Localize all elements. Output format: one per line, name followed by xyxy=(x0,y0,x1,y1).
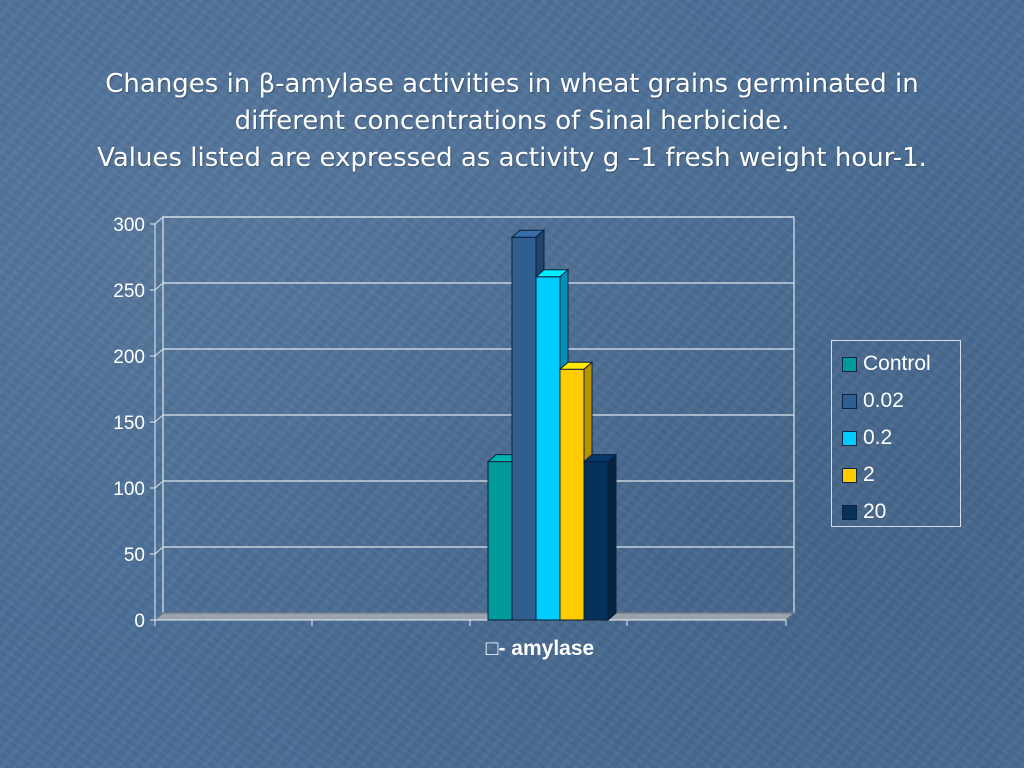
legend-swatch-2 xyxy=(842,467,857,483)
x-axis-label: □- amylase xyxy=(430,637,650,661)
gridline-side xyxy=(154,348,164,357)
title-line-2: different concentrations of Sinal herbic… xyxy=(234,106,790,136)
legend-label-0-02: 0.02 xyxy=(863,389,904,412)
bars xyxy=(486,229,618,622)
legend-item-0-2: 0.2 xyxy=(842,426,893,449)
legend-label-control: Control xyxy=(863,352,931,375)
gridline-side xyxy=(154,414,164,423)
plot-floor xyxy=(153,612,796,621)
legend-label-20: 20 xyxy=(863,500,887,523)
bar-front xyxy=(487,461,513,621)
y-tick-label: 100 xyxy=(113,479,145,500)
title-line-1: Changes in β-amylase activities in wheat… xyxy=(105,69,919,99)
x-axis-glyph: □ xyxy=(485,637,499,660)
axes: 0 50 100 150 200 250 300 xyxy=(113,215,787,632)
legend-item-control: Control xyxy=(842,352,931,375)
bar-front xyxy=(559,368,585,621)
y-tick-label: 200 xyxy=(113,347,145,368)
legend-label-2: 2 xyxy=(863,463,875,486)
bar-front xyxy=(535,276,561,621)
y-tick-label: 150 xyxy=(113,413,145,434)
gridline-side xyxy=(154,282,164,291)
x-axis-text: - amylase xyxy=(498,637,595,660)
legend-swatch-control xyxy=(842,356,857,372)
legend-swatch-20 xyxy=(842,504,857,520)
bar-20 xyxy=(582,453,618,622)
bar-front xyxy=(511,236,537,621)
legend: Control 0.02 0.2 2 20 xyxy=(831,340,961,527)
y-tick-label: 300 xyxy=(113,215,145,236)
y-tick-label: 50 xyxy=(124,545,145,566)
legend-item-2: 2 xyxy=(842,463,875,486)
gridline-side xyxy=(154,216,164,225)
legend-item-0-02: 0.02 xyxy=(842,389,904,412)
y-tick-label: 250 xyxy=(113,281,145,302)
y-tick-label: 0 xyxy=(134,611,145,632)
title-line-3: Values listed are expressed as activity … xyxy=(97,143,927,173)
plot-area xyxy=(153,216,796,621)
legend-swatch-0-02 xyxy=(842,393,857,409)
legend-swatch-0-2 xyxy=(842,430,857,446)
gridline-side xyxy=(154,546,164,555)
legend-item-20: 20 xyxy=(842,500,887,523)
legend-label-0-2: 0.2 xyxy=(863,426,893,449)
bar-side xyxy=(607,453,617,622)
gridline-side xyxy=(154,480,164,489)
chart-title: Changes in β-amylase activities in wheat… xyxy=(40,66,984,177)
bar-front xyxy=(583,461,609,621)
gridlines xyxy=(154,216,794,555)
